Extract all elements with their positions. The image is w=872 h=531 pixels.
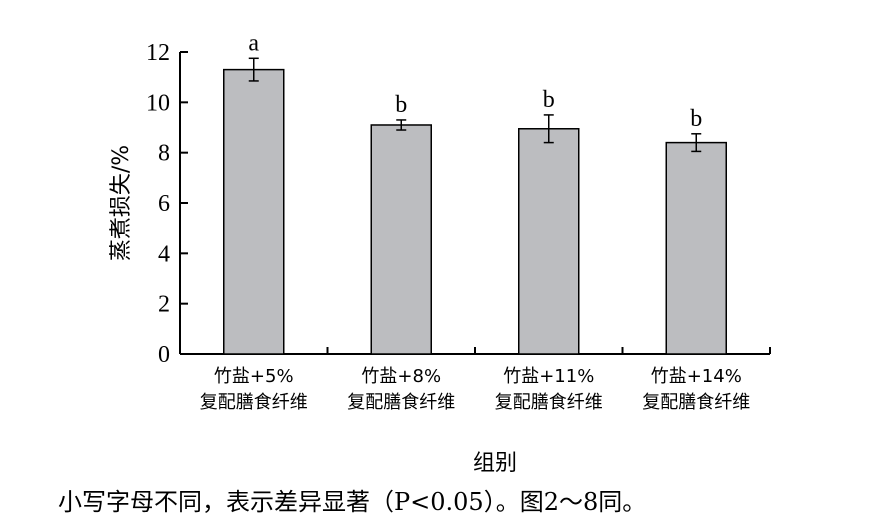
figure-note: 小写字母不同，表示差异显著（P<0.05）。图2～8同。 xyxy=(58,488,647,516)
y-axis-label: 蒸煮损失/% xyxy=(109,145,134,261)
x-axis-label: 组别 xyxy=(473,451,517,476)
x-tick-label: 竹盐+5% xyxy=(214,366,294,387)
y-tick-label: 2 xyxy=(158,292,170,318)
significance-label: b xyxy=(395,92,407,118)
significance-label: b xyxy=(690,106,702,132)
bar xyxy=(223,68,285,355)
y-tick-label: 4 xyxy=(158,241,170,267)
y-tick-label: 0 xyxy=(158,342,170,368)
x-tick-label: 复配膳食纤维 xyxy=(200,392,308,413)
x-tick-label: 复配膳食纤维 xyxy=(495,392,603,413)
x-tick-label: 竹盐+14% xyxy=(651,366,742,387)
x-tick-label: 复配膳食纤维 xyxy=(642,392,750,413)
bar xyxy=(665,141,727,355)
plot-area: 0 2 4 6 8 10 12 蒸煮损失/% a 竹盐+5% 复配膳食纤维 b 竹盐+8% 复配膳食纤维 b… xyxy=(109,30,771,476)
y-tick-label: 8 xyxy=(158,141,170,167)
x-tick-label: 竹盐+11% xyxy=(503,366,594,387)
y-tick-label: 10 xyxy=(146,90,170,116)
significance-label: b xyxy=(543,87,555,113)
x-tick-label: 竹盐+8% xyxy=(361,366,441,387)
bar-chart: 0 2 4 6 8 10 12 蒸煮损失/% a 竹盐+5% 复配膳食纤维 b 竹盐+8% 复配膳食纤维 b… xyxy=(109,30,771,476)
bar xyxy=(518,128,580,355)
y-tick-label: 12 xyxy=(146,40,170,66)
y-tick-label: 6 xyxy=(158,191,170,217)
x-tick-label: 复配膳食纤维 xyxy=(347,392,455,413)
bar xyxy=(370,124,432,355)
significance-label: a xyxy=(248,30,259,56)
